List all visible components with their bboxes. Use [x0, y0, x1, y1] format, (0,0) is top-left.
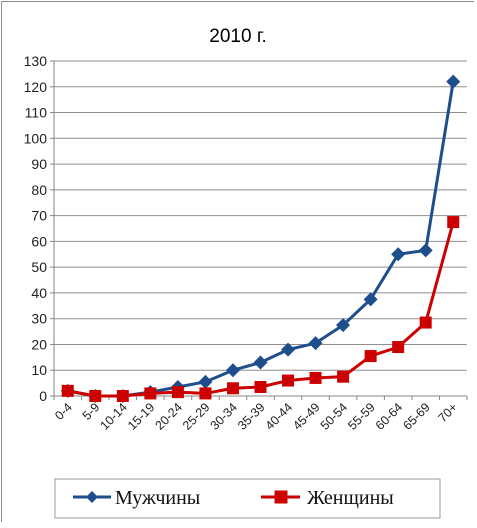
y-tick-label: 60 — [31, 233, 47, 249]
y-tick-label: 30 — [31, 311, 47, 327]
data-point-men — [418, 243, 433, 258]
series-layer — [60, 74, 461, 403]
legend-entry-men: Мужчины — [73, 487, 200, 509]
legend-women-marker — [274, 490, 288, 504]
data-point-women — [61, 384, 74, 397]
y-tick-label: 80 — [31, 182, 47, 198]
line-chart: 2010 г. 01020304050607080901001101201300… — [2, 2, 475, 523]
data-point-men — [391, 247, 406, 262]
y-tick-label: 40 — [31, 285, 47, 301]
y-tick-label: 120 — [24, 79, 48, 95]
data-point-women — [392, 341, 405, 354]
data-point-women — [144, 387, 157, 400]
data-point-women — [171, 386, 184, 399]
data-point-women — [419, 316, 432, 329]
data-point-women — [364, 350, 377, 363]
data-point-women — [309, 371, 322, 384]
legend-men-marker — [86, 491, 98, 503]
y-tick-label: 130 — [24, 53, 48, 69]
data-point-men — [363, 292, 378, 307]
y-tick-label: 0 — [39, 388, 47, 404]
data-point-men — [253, 355, 268, 370]
data-point-women — [199, 387, 212, 400]
y-tick-label: 20 — [31, 336, 47, 352]
grid-layer — [54, 60, 467, 371]
legend-women-label: Женщины — [307, 487, 394, 509]
data-point-women — [282, 374, 295, 387]
data-point-men — [198, 374, 213, 389]
data-point-men — [446, 74, 461, 89]
chart-title: 2010 г. — [209, 26, 266, 47]
y-tick-label: 100 — [24, 130, 48, 146]
data-point-men — [308, 336, 323, 351]
data-point-men — [336, 318, 351, 333]
y-tick-label: 110 — [25, 105, 48, 121]
legend-entry-women: Женщины — [261, 487, 394, 509]
data-point-women — [226, 382, 239, 395]
data-point-men — [225, 363, 240, 378]
y-tick-label: 50 — [31, 259, 47, 275]
y-tick-label: 10 — [31, 362, 47, 378]
y-tick-label: 70 — [31, 208, 47, 224]
chart-background — [2, 2, 475, 523]
data-point-men — [281, 342, 296, 357]
data-point-women — [337, 370, 350, 383]
legend-box — [54, 478, 441, 519]
data-point-women — [89, 390, 102, 402]
legend-men-label: Мужчины — [115, 487, 200, 509]
y-tick-label: 90 — [31, 156, 47, 172]
data-point-women — [116, 390, 129, 402]
data-point-women — [447, 216, 460, 229]
data-point-women — [254, 380, 267, 393]
